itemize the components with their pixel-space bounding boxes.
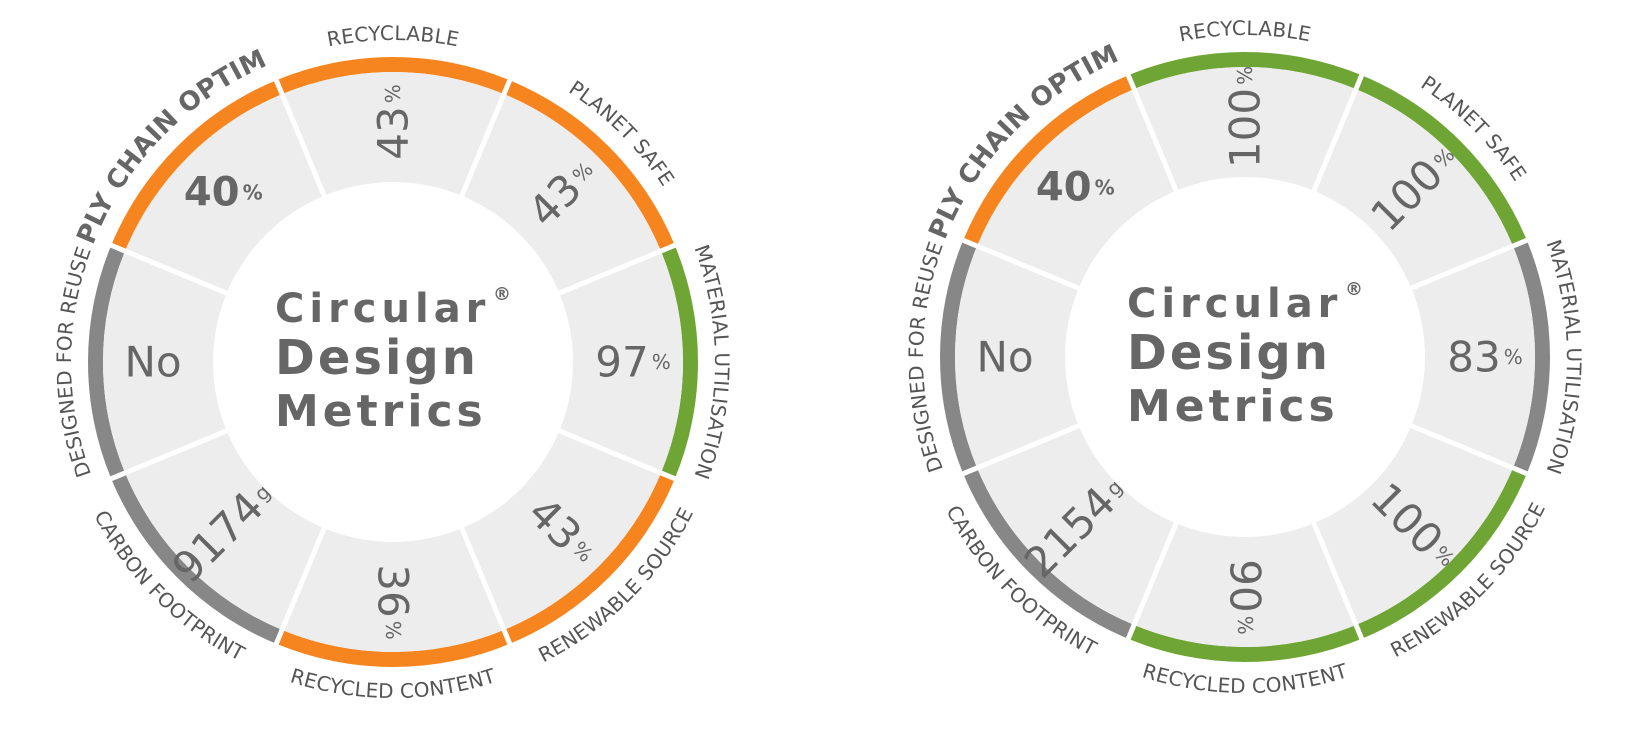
- registered-mark: ®: [1345, 279, 1363, 300]
- value-cell-material-utilisation: [559, 251, 683, 473]
- value-cell-recyclable: [282, 72, 504, 196]
- value-cell-renewable-source: [1313, 425, 1513, 625]
- segment-divider: [960, 237, 1082, 292]
- segment-divider: [1408, 237, 1530, 292]
- center-title-line2: Design: [1127, 325, 1331, 381]
- segment-divider: [1125, 520, 1180, 642]
- segment-label-recycled-content: RECYCLED CONTENT: [288, 663, 499, 703]
- segment-divider: [1310, 72, 1365, 194]
- status-band-recyclable: [276, 57, 510, 95]
- segment-label-recyclable: RECYCLABLE: [325, 21, 461, 51]
- segment-unit-recycled-content: %: [1233, 616, 1257, 635]
- status-band-designed-for-reuse: [939, 240, 978, 474]
- value-cell-designed-for-reuse: [102, 251, 227, 473]
- center-title-line3: Metrics: [1127, 381, 1339, 432]
- status-band-carbon-footprint: [111, 472, 283, 644]
- segment-divider: [458, 77, 513, 199]
- center-title-line3: Metrics: [275, 386, 487, 437]
- segment-unit-recyclable: %: [1233, 66, 1257, 85]
- value-cell-recycled-content: [1134, 523, 1356, 647]
- segment-divider: [960, 422, 1082, 477]
- status-band-recycled-content: [1128, 624, 1362, 662]
- status-band-renewable-source: [1355, 467, 1527, 639]
- segment-value-designed-for-reuse: No: [124, 338, 181, 387]
- center-title-line1: Circular: [1127, 281, 1342, 327]
- metrics-dial-1: SUPPLY CHAIN OPTIMIZED40%RECYCLABLE43%PL…: [0, 0, 734, 703]
- status-band-supply-chain-optimized: [963, 75, 1135, 247]
- status-band-material-utilisation: [1512, 240, 1550, 474]
- status-band-recyclable: [1128, 52, 1362, 90]
- value-cell-recyclable: [1134, 67, 1356, 191]
- segment-value-designed-for-reuse: No: [976, 333, 1033, 382]
- status-band-designed-for-reuse: [88, 245, 126, 479]
- segment-divider: [273, 525, 328, 647]
- status-band-renewable-source: [503, 472, 675, 644]
- value-cell-carbon-footprint: [977, 425, 1177, 625]
- registered-mark: ®: [493, 284, 511, 305]
- segment-divider: [1408, 422, 1530, 477]
- value-cell-material-utilisation: [1411, 246, 1535, 468]
- segment-divider: [108, 242, 230, 297]
- value-cell-renewable-source: [461, 430, 661, 630]
- segment-divider: [458, 525, 513, 647]
- value-cell-supply-chain-optimized: [977, 89, 1177, 289]
- segment-label-recycled-content: RECYCLED CONTENT: [1140, 658, 1351, 698]
- status-band-material-utilisation: [660, 245, 698, 479]
- value-cell-planet-safe: [1313, 89, 1513, 289]
- status-band-supply-chain-optimized: [111, 80, 283, 252]
- segment-label-recyclable: RECYCLABLE: [1177, 16, 1313, 46]
- segment-divider: [273, 77, 328, 199]
- segment-unit-material-utilisation: %: [1504, 345, 1523, 369]
- value-cell-recycled-content: [282, 528, 504, 652]
- center-title-line1: Circular: [275, 286, 490, 332]
- status-band-carbon-footprint: [963, 467, 1135, 639]
- value-cell-supply-chain-optimized: [125, 94, 325, 294]
- segment-divider: [556, 427, 678, 482]
- center-disc: [216, 185, 570, 539]
- segment-divider: [108, 427, 230, 482]
- status-band-planet-safe: [503, 80, 675, 252]
- segment-unit-supply-chain-optimized: %: [1095, 175, 1115, 199]
- value-cell-designed-for-reuse: [955, 246, 1079, 468]
- value-cell-planet-safe: [461, 94, 661, 294]
- segment-divider: [1125, 72, 1180, 194]
- center-title-line2: Design: [275, 330, 479, 386]
- status-band-recycled-content: [276, 629, 510, 667]
- segment-unit-recyclable: %: [381, 84, 405, 103]
- status-band-planet-safe: [1355, 75, 1527, 247]
- segment-unit-recycled-content: %: [381, 621, 405, 640]
- segment-unit-supply-chain-optimized: %: [243, 180, 263, 204]
- center-disc: [1068, 180, 1422, 534]
- value-cell-carbon-footprint: [125, 430, 325, 630]
- segment-unit-material-utilisation: %: [652, 350, 671, 374]
- segment-divider: [1310, 520, 1365, 642]
- segment-divider: [556, 242, 678, 297]
